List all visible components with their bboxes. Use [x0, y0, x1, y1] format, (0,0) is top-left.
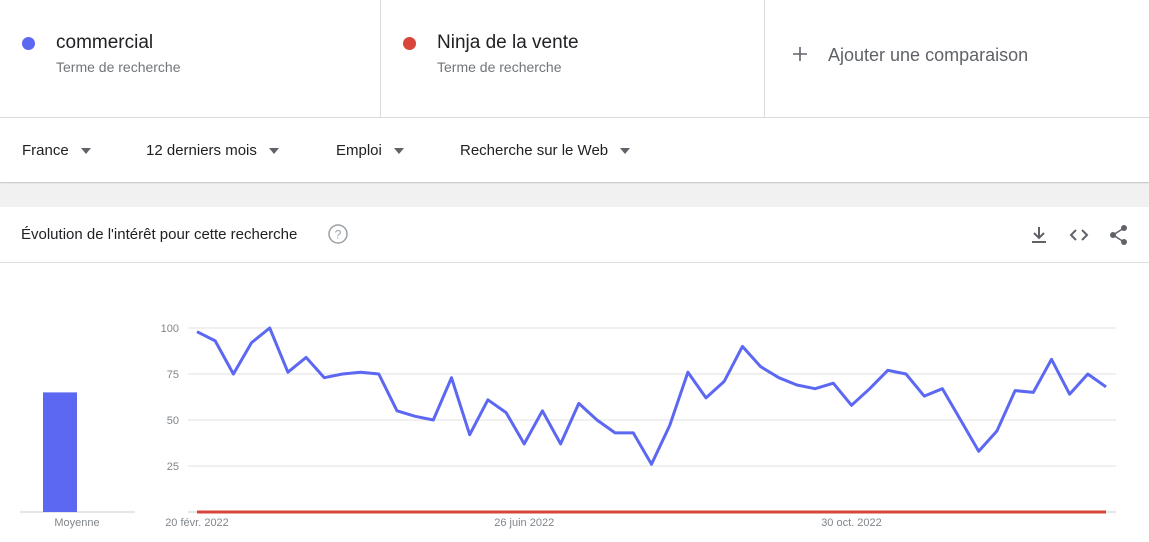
- y-tick-label: 100: [161, 323, 179, 335]
- x-tick-label: 30 oct. 2022: [821, 517, 882, 529]
- chart: 25 50 75 100 Moyenne 20 févr. 2022 26 juin 202…: [20, 323, 1116, 529]
- separator: [0, 184, 1149, 207]
- plus-icon: [793, 47, 807, 61]
- average-bar: [43, 392, 77, 512]
- filter[interactable]: Emploi: [336, 142, 404, 159]
- download-icon[interactable]: [1028, 224, 1050, 246]
- average-label: Moyenne: [54, 517, 99, 529]
- legend-dot: [403, 37, 416, 50]
- y-tick-label: 75: [167, 369, 179, 381]
- section-title: Évolution de l'intérêt pour cette recher…: [21, 226, 298, 243]
- share-icon[interactable]: [1108, 224, 1130, 246]
- help-icon[interactable]: ?: [328, 224, 348, 244]
- x-tick-label: 26 juin 2022: [494, 517, 554, 529]
- filter[interactable]: 12 derniers mois: [146, 142, 279, 159]
- term-card[interactable]: commercial Terme de recherche: [0, 0, 381, 117]
- filter-bar: France 12 derniers mois Emploi Recherche…: [0, 118, 1149, 183]
- y-tick-label: 25: [167, 461, 179, 473]
- add-comparison[interactable]: Ajouter une comparaison: [765, 0, 1149, 117]
- filter[interactable]: France: [22, 142, 91, 159]
- x-tick-label: 20 févr. 2022: [165, 517, 229, 529]
- legend-dot: [22, 37, 35, 50]
- interest-card: Évolution de l'intérêt pour cette recher…: [0, 207, 1149, 542]
- term-type: Terme de recherche: [437, 59, 562, 75]
- term-name: Ninja de la vente: [437, 32, 579, 53]
- embed-icon[interactable]: [1068, 224, 1090, 246]
- term-type: Terme de recherche: [56, 59, 181, 75]
- term-name: commercial: [56, 32, 154, 53]
- y-tick-label: 50: [167, 415, 179, 427]
- add-comparison-label: Ajouter une comparaison: [828, 45, 1029, 65]
- term-card[interactable]: Ninja de la vente Terme de recherche: [381, 0, 765, 117]
- divider: [0, 262, 1149, 263]
- svg-text:?: ?: [335, 228, 342, 242]
- term-header: commercial Terme de recherche Ninja de l…: [0, 0, 1149, 118]
- filter[interactable]: Recherche sur le Web: [460, 142, 630, 159]
- series-line: [196, 326, 1107, 466]
